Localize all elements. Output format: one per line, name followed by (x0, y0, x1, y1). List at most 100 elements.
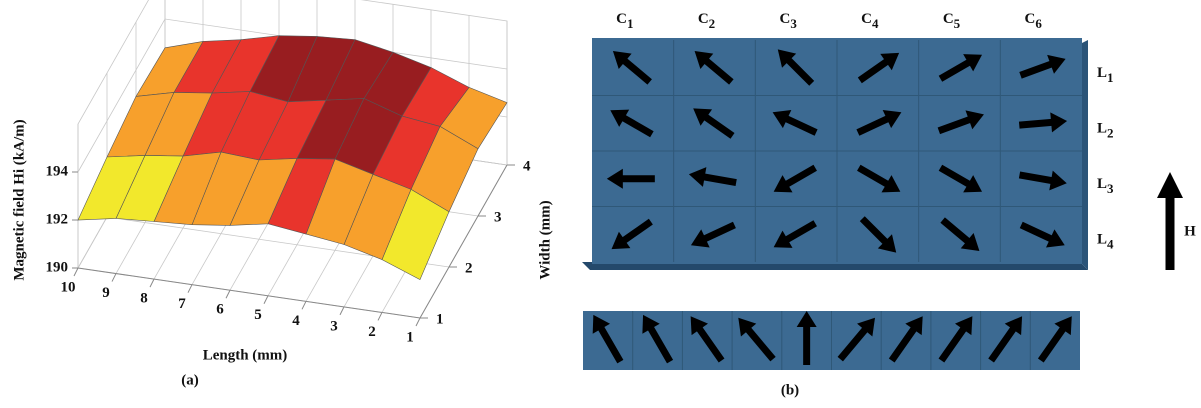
arrow-shaft (1018, 171, 1054, 185)
column-label-base: C (861, 11, 872, 27)
arrow-shaft (695, 325, 725, 363)
magnetization-arrow (857, 164, 901, 193)
magnetization-arrow (738, 317, 776, 362)
arrow-head (905, 316, 923, 336)
row-label-base: L (1097, 65, 1107, 81)
arrow-head (965, 110, 984, 130)
row-label-sub: 3 (1107, 181, 1114, 196)
y-axis-label: Width (mm) (537, 200, 553, 279)
x-tick (339, 306, 345, 316)
column-label-sub: 3 (790, 16, 797, 31)
magnetization-arrow (888, 316, 923, 363)
magnetization-arrow (690, 316, 725, 363)
column-label-sub: 6 (1035, 16, 1042, 31)
arrow-head (857, 317, 875, 337)
row-label: L3 (1097, 176, 1114, 196)
arrow-shaft (783, 115, 818, 136)
arrow-head (1047, 54, 1066, 74)
magnetization-arrow (857, 52, 900, 84)
x-tick (225, 289, 231, 299)
column-label-base: C (698, 11, 709, 27)
arrow-shaft (785, 56, 815, 86)
arrow-head (690, 316, 708, 336)
z-tick-label: 194 (46, 163, 69, 179)
arrow-head (612, 51, 632, 69)
arrow-head (796, 311, 817, 327)
column-label: C1 (616, 11, 633, 31)
magnetization-arrow (1018, 170, 1067, 191)
arrow-head (773, 230, 793, 248)
row-label: L1 (1097, 65, 1114, 85)
column-label: C2 (698, 11, 715, 31)
arrow-shaft (744, 326, 776, 362)
arrow-head (694, 51, 714, 69)
arrow-head (642, 314, 660, 334)
x-tick (415, 317, 421, 327)
x-tick-label: 2 (368, 324, 376, 340)
column-label-base: C (779, 11, 790, 27)
z-tick-label: 192 (46, 211, 69, 227)
arrow-head (1049, 170, 1067, 191)
arrow-shaft (621, 57, 652, 85)
x-tick (149, 278, 155, 288)
magnetization-arrow (859, 216, 897, 253)
magnetization-arrow (938, 316, 973, 363)
x-tick-label: 6 (216, 302, 224, 318)
arrow-head (1054, 316, 1072, 336)
arrow-head (738, 317, 757, 337)
arrow-head (606, 168, 623, 189)
magnetization-arrow (796, 311, 817, 365)
arrow-head (955, 316, 973, 336)
arrow-shaft (888, 325, 918, 363)
caption-b: (b) (781, 382, 799, 398)
field-label: H (1184, 223, 1196, 239)
row-label-base: L (1097, 176, 1107, 192)
arrow-head (963, 175, 983, 193)
column-label-base: C (616, 11, 627, 27)
column-label: C3 (779, 11, 797, 31)
arrow-shaft (1019, 221, 1054, 243)
row-label-sub: 4 (1107, 236, 1114, 251)
magnetization-arrow (592, 314, 624, 364)
arrow-head (963, 54, 983, 72)
magnetization-arrow (690, 221, 736, 248)
arrow-head (688, 167, 707, 187)
magnetization-arrow (612, 51, 652, 85)
x-tick-label: 8 (140, 291, 148, 307)
row-label-sub: 2 (1107, 125, 1114, 140)
x-axis-label: Length (mm) (203, 347, 288, 363)
arrow-shaft (647, 325, 674, 364)
field-arrow-head (1157, 172, 1183, 198)
arrow-shaft (857, 58, 890, 84)
row-label: L4 (1097, 232, 1114, 252)
arrow-head (881, 175, 901, 193)
arrow-head (773, 175, 793, 193)
y-tick-label: 1 (436, 311, 444, 327)
magnetization-arrow (772, 109, 818, 136)
column-label-sub: 1 (627, 16, 634, 31)
arrow-shaft (703, 57, 734, 85)
column-label-base: C (943, 11, 954, 27)
magnetization-arrow (773, 164, 817, 193)
z-axis-label: Magnetic field Hi (kA/m) (11, 119, 27, 280)
magnetization-arrow (837, 317, 875, 362)
magnetization-arrow (688, 167, 737, 187)
magnetization-arrow (938, 54, 983, 82)
arrow-shaft (702, 221, 736, 243)
arrow-head (772, 109, 792, 129)
x-tick-label: 3 (330, 318, 338, 334)
caption-a: (a) (181, 372, 199, 388)
magnetization-arrow (937, 110, 984, 135)
x-tick-label: 7 (178, 296, 186, 312)
row-label-base: L (1097, 121, 1107, 137)
arrow-shaft (938, 325, 968, 363)
magnetization-arrow (611, 218, 653, 250)
z-tick-label: 190 (46, 259, 69, 275)
arrow-head (610, 109, 630, 127)
x-tick (263, 295, 269, 305)
x-tick-label: 9 (102, 285, 110, 301)
x-tick (377, 312, 383, 321)
magnetization-arrow (693, 108, 735, 139)
surface (77, 35, 508, 281)
